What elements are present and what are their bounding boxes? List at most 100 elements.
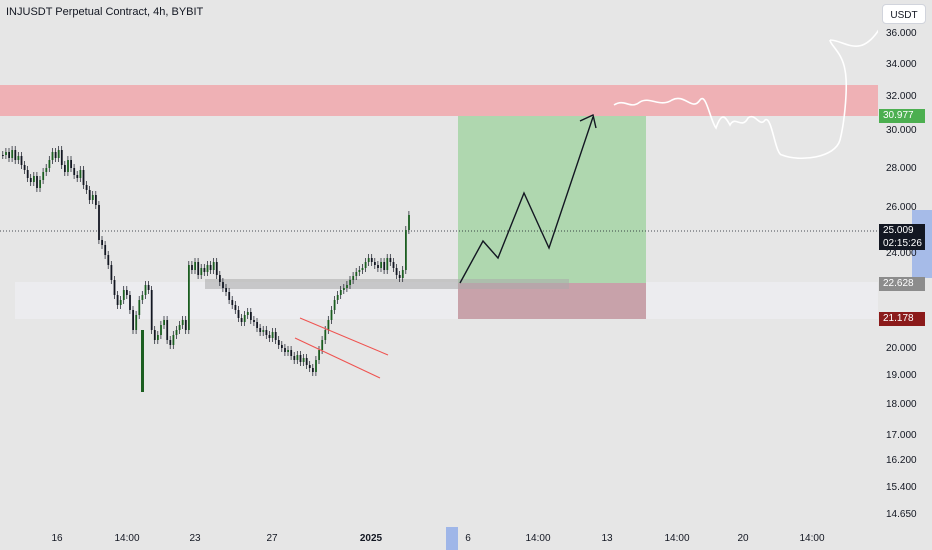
- channel-upper-line: [299, 317, 389, 356]
- candle-body: [398, 275, 401, 278]
- channel-lower-line: [294, 337, 381, 379]
- candle-body: [150, 290, 153, 330]
- candle-body: [237, 310, 240, 318]
- candle-body: [33, 176, 35, 182]
- candle-body: [141, 295, 144, 300]
- candle-body: [318, 350, 320, 360]
- candle-body: [240, 318, 243, 322]
- candle-body: [104, 245, 107, 255]
- price-tick-label: 14.650: [886, 509, 917, 520]
- candle-body: [36, 176, 38, 188]
- candle-body: [380, 262, 382, 268]
- candle-body: [110, 265, 113, 280]
- candle-body: [11, 150, 14, 158]
- time-tick-label: 14:00: [525, 533, 551, 544]
- candle-body: [169, 340, 172, 345]
- projection-arrowhead: [579, 114, 597, 129]
- candle-body: [20, 156, 23, 165]
- candle-body: [361, 268, 364, 270]
- candle-body: [135, 315, 138, 330]
- candle-body: [107, 255, 110, 265]
- candle-body: [305, 358, 308, 365]
- candle-body: [23, 165, 26, 170]
- target-price-badge: 30.977: [879, 109, 925, 123]
- candle-body: [271, 332, 274, 338]
- entry-zone: [205, 279, 569, 289]
- candle-body: [383, 262, 386, 270]
- candle-body: [203, 268, 206, 272]
- candle-body: [88, 190, 91, 200]
- candle-body: [122, 290, 125, 300]
- price-tick-label: 17.000: [886, 430, 917, 441]
- price-tick-label: 30.000: [886, 125, 917, 136]
- candle-body: [299, 355, 302, 362]
- candle-body: [126, 290, 128, 295]
- candle-body: [79, 170, 82, 178]
- candle-body: [367, 258, 370, 262]
- price-tick-label: 15.400: [886, 482, 917, 493]
- candle-body: [178, 325, 181, 330]
- time-axis[interactable]: [0, 527, 878, 550]
- price-chart[interactable]: [0, 0, 878, 527]
- candle-body: [29, 178, 32, 182]
- candle-body: [250, 312, 252, 320]
- price-tick-label: 34.000: [886, 59, 917, 70]
- candle-body: [70, 160, 72, 168]
- candle-body: [67, 160, 69, 172]
- time-tick-label: 27: [266, 533, 278, 544]
- candle-body: [101, 240, 103, 245]
- candle-body: [2, 155, 4, 156]
- price-tick-label: 20.000: [886, 343, 917, 354]
- freehand-scribble: [613, 39, 847, 160]
- currency-button[interactable]: USDT: [882, 4, 926, 24]
- candle-body: [57, 150, 60, 158]
- candle-body: [54, 152, 57, 158]
- candle-body: [370, 258, 373, 262]
- candle-body: [206, 265, 209, 272]
- candle-body: [144, 285, 147, 295]
- candle-body: [163, 320, 165, 325]
- candle-body: [336, 295, 339, 300]
- price-tick-label: 24.000: [886, 248, 917, 259]
- candle-body: [184, 320, 187, 330]
- candle-body: [73, 168, 76, 175]
- candle-body: [175, 330, 178, 335]
- candle-body: [346, 285, 348, 288]
- candle-body: [274, 332, 277, 340]
- chart-title: INJUSDT Perpetual Contract, 4h, BYBIT: [6, 6, 204, 18]
- candle-body: [116, 295, 119, 305]
- current-price-badge: 25.009: [879, 224, 925, 238]
- candle-body: [312, 368, 314, 372]
- candle-body: [284, 348, 286, 352]
- candle-body: [231, 300, 234, 305]
- candle-body: [39, 180, 41, 188]
- time-tick-label: 14:00: [114, 533, 140, 544]
- candle-body: [315, 360, 317, 372]
- time-tick-label: 6: [465, 533, 471, 544]
- candle-body: [147, 285, 150, 290]
- projection-path: [459, 116, 594, 284]
- candle-spike: [141, 330, 144, 392]
- candle-body: [281, 345, 283, 348]
- candle-body: [222, 282, 224, 288]
- candle-body: [200, 268, 203, 275]
- candle-body: [386, 258, 389, 270]
- candle-body: [374, 262, 376, 265]
- candle-body: [349, 280, 351, 285]
- candle-body: [42, 172, 45, 180]
- price-tick-label: 16.200: [886, 455, 917, 466]
- candle-body: [408, 215, 410, 230]
- candle-body: [287, 350, 289, 352]
- candle-body: [51, 152, 54, 160]
- candle-body: [225, 288, 227, 292]
- candle-body: [277, 340, 280, 345]
- candle-body: [243, 315, 246, 322]
- candle-body: [364, 262, 367, 268]
- candle-body: [209, 265, 212, 270]
- chart-area[interactable]: INJUSDT Perpetual Contract, 4h, BYBIT: [0, 0, 878, 527]
- time-tick-label: 13: [601, 533, 613, 544]
- candle-body: [358, 270, 361, 272]
- candle-body: [85, 185, 88, 190]
- candle-body: [181, 320, 184, 325]
- candle-body: [60, 150, 63, 165]
